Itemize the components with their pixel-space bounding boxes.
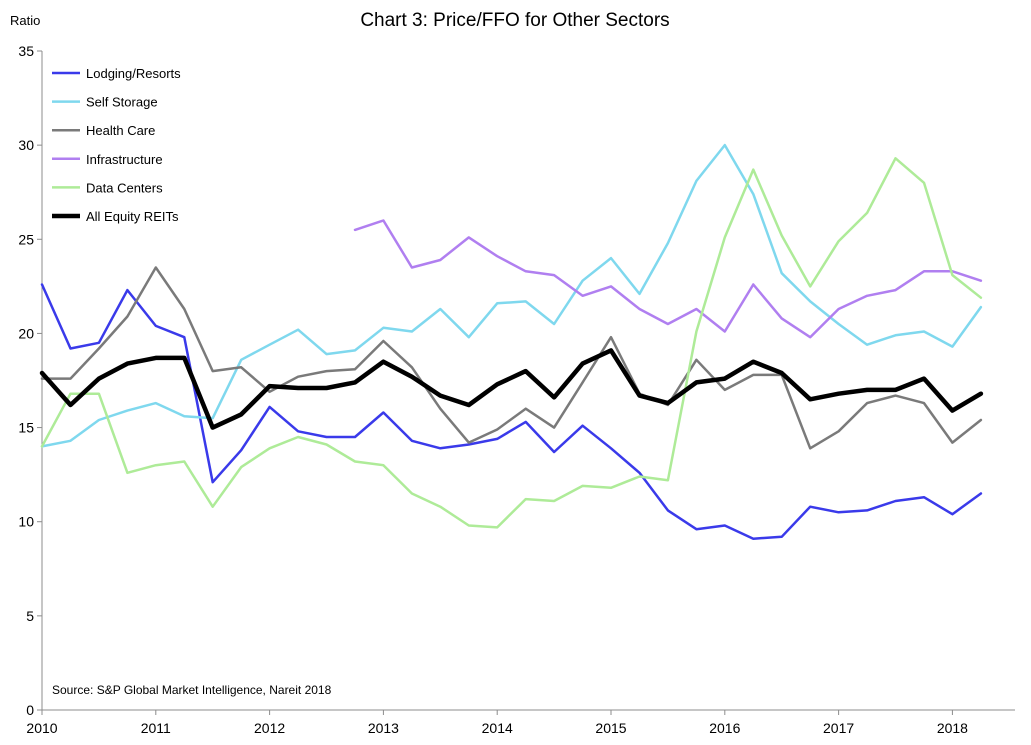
y-axis: 0 5 10 15 20 25 30 35 bbox=[18, 43, 43, 718]
y-tick-label: 5 bbox=[26, 608, 34, 624]
series-line-data-centers bbox=[40, 157, 983, 529]
x-tick-label: 2011 bbox=[141, 720, 171, 736]
legend-label-lodging-resorts: Lodging/Resorts bbox=[86, 66, 181, 81]
chart-title: Chart 3: Price/FFO for Other Sectors bbox=[360, 10, 669, 31]
legend-label-all-equity-reits: All Equity REITs bbox=[86, 209, 179, 224]
x-axis: 2010 2011 2012 2013 2014 2015 2016 2017 2018 bbox=[26, 709, 1015, 736]
series-lines bbox=[39, 143, 984, 540]
y-tick-label: 20 bbox=[18, 325, 34, 341]
series-line-self-storage bbox=[40, 143, 983, 448]
y-tick-label: 35 bbox=[18, 43, 34, 59]
x-tick-label: 2016 bbox=[709, 720, 740, 736]
x-tick-label: 2017 bbox=[823, 720, 854, 736]
y-axis-label: Ratio bbox=[10, 13, 40, 28]
x-tick-label: 2018 bbox=[937, 720, 968, 736]
legend-label-infrastructure: Infrastructure bbox=[86, 152, 163, 167]
legend-label-data-centers: Data Centers bbox=[86, 180, 163, 195]
x-tick-label: 2014 bbox=[482, 720, 513, 736]
legend: Lodging/Resorts Self Storage Health Care In… bbox=[52, 66, 181, 224]
series-line-health-care bbox=[40, 266, 983, 450]
y-tick-label: 15 bbox=[18, 420, 34, 436]
series-line-infrastructure bbox=[353, 219, 983, 339]
series-line-lodging-resorts bbox=[40, 283, 983, 540]
source-note: Source: S&P Global Market Intelligence, … bbox=[52, 683, 332, 697]
y-tick-label: 30 bbox=[18, 137, 34, 153]
series-line-all-equity-reits bbox=[39, 348, 984, 430]
y-tick-label: 0 bbox=[26, 702, 34, 718]
x-tick-label: 2012 bbox=[254, 720, 285, 736]
y-tick-label: 25 bbox=[18, 231, 34, 247]
x-tick-label: 2010 bbox=[26, 720, 57, 736]
x-tick-label: 2015 bbox=[595, 720, 626, 736]
legend-label-health-care: Health Care bbox=[86, 123, 155, 138]
x-tick-label: 2013 bbox=[368, 720, 399, 736]
legend-label-self-storage: Self Storage bbox=[86, 95, 158, 110]
y-tick-label: 10 bbox=[18, 514, 34, 530]
